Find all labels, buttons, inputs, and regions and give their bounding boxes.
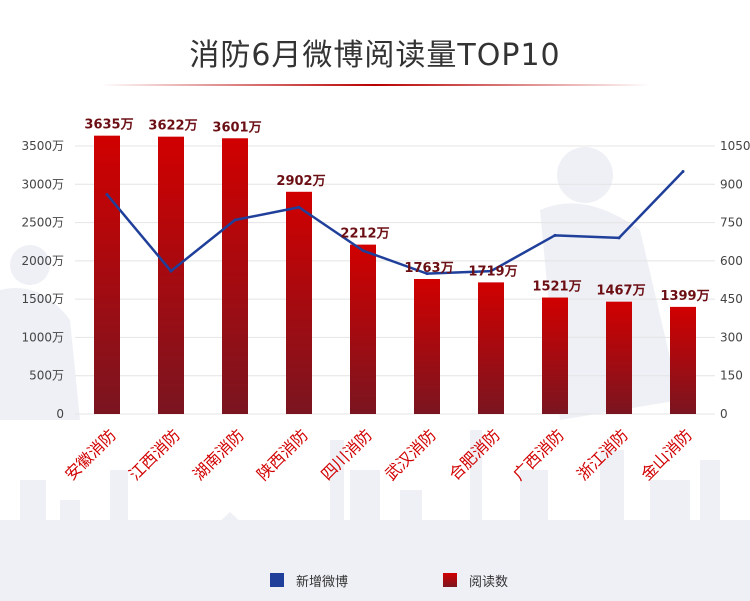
line-point bbox=[233, 218, 237, 222]
y-left-tick-label: 2500万 bbox=[21, 216, 64, 230]
bar-value-label: 1467万 bbox=[596, 284, 645, 299]
title-divider bbox=[100, 84, 650, 86]
line-point bbox=[681, 170, 685, 174]
y-right-tick-label: 750 bbox=[720, 216, 743, 230]
y-right-tick-label: 150 bbox=[720, 369, 743, 383]
bar bbox=[478, 282, 504, 414]
bar bbox=[414, 279, 440, 414]
x-category-label: 江西消防 bbox=[125, 425, 184, 484]
x-category-label: 陕西消防 bbox=[253, 425, 312, 484]
bar bbox=[350, 244, 376, 414]
y-left-tick-label: 2000万 bbox=[21, 254, 64, 268]
bar bbox=[158, 136, 184, 415]
line-point bbox=[489, 269, 493, 273]
y-right-tick-label: 1050 bbox=[720, 139, 750, 153]
line-point bbox=[425, 272, 429, 276]
bar bbox=[670, 306, 696, 414]
legend-line-swatch bbox=[270, 573, 284, 587]
y-right-tick-label: 900 bbox=[720, 177, 743, 191]
bar bbox=[606, 301, 632, 414]
bar-value-label: 2902万 bbox=[276, 174, 325, 189]
x-category-label: 湖南消防 bbox=[189, 425, 248, 484]
bar bbox=[286, 191, 312, 414]
bar bbox=[542, 297, 568, 414]
line-point bbox=[169, 269, 173, 273]
bar bbox=[94, 135, 120, 415]
line-point bbox=[617, 236, 621, 240]
bar-value-label: 1399万 bbox=[660, 289, 709, 304]
y-right-tick-label: 600 bbox=[720, 254, 743, 268]
legend-bar-swatch bbox=[443, 573, 457, 587]
legend-bar: 阅读数 bbox=[443, 572, 509, 590]
y-left-tick-label: 1500万 bbox=[21, 292, 64, 306]
bar-value-label: 3622万 bbox=[148, 119, 197, 134]
bar-value-label: 1521万 bbox=[532, 280, 581, 295]
y-left-tick-label: 500万 bbox=[29, 369, 64, 383]
legend-bar-label: 阅读数 bbox=[469, 574, 509, 590]
y-right-tick-label: 300 bbox=[720, 330, 743, 344]
x-category-label: 金山消防 bbox=[637, 425, 696, 484]
y-left-tick-label: 3500万 bbox=[21, 139, 64, 153]
bar-value-label: 3601万 bbox=[212, 120, 261, 135]
y-left-tick-label: 0 bbox=[56, 407, 64, 421]
legend-line: 新增微博 bbox=[270, 572, 349, 590]
bar-value-label: 1719万 bbox=[468, 264, 517, 279]
line-point bbox=[105, 192, 109, 196]
y-right-tick-label: 450 bbox=[720, 292, 743, 306]
bar-value-label: 2212万 bbox=[340, 227, 389, 242]
background-skyline bbox=[0, 147, 750, 601]
bar bbox=[222, 138, 248, 414]
y-left-tick-label: 3000万 bbox=[21, 177, 64, 191]
chart-title: 消防6月微博阅读量TOP10 bbox=[189, 38, 561, 73]
bar-value-label: 3635万 bbox=[84, 118, 133, 133]
x-category-label: 武汉消防 bbox=[381, 425, 440, 484]
line-point bbox=[297, 205, 301, 209]
legend-line-label: 新增微博 bbox=[296, 574, 349, 590]
series-line-new-posts bbox=[106, 170, 684, 275]
line-point bbox=[361, 249, 365, 253]
line-point bbox=[553, 233, 557, 237]
y-right-tick-label: 0 bbox=[720, 407, 728, 421]
bar-value-label: 1763万 bbox=[404, 261, 453, 276]
y-left-tick-label: 1000万 bbox=[21, 330, 64, 344]
